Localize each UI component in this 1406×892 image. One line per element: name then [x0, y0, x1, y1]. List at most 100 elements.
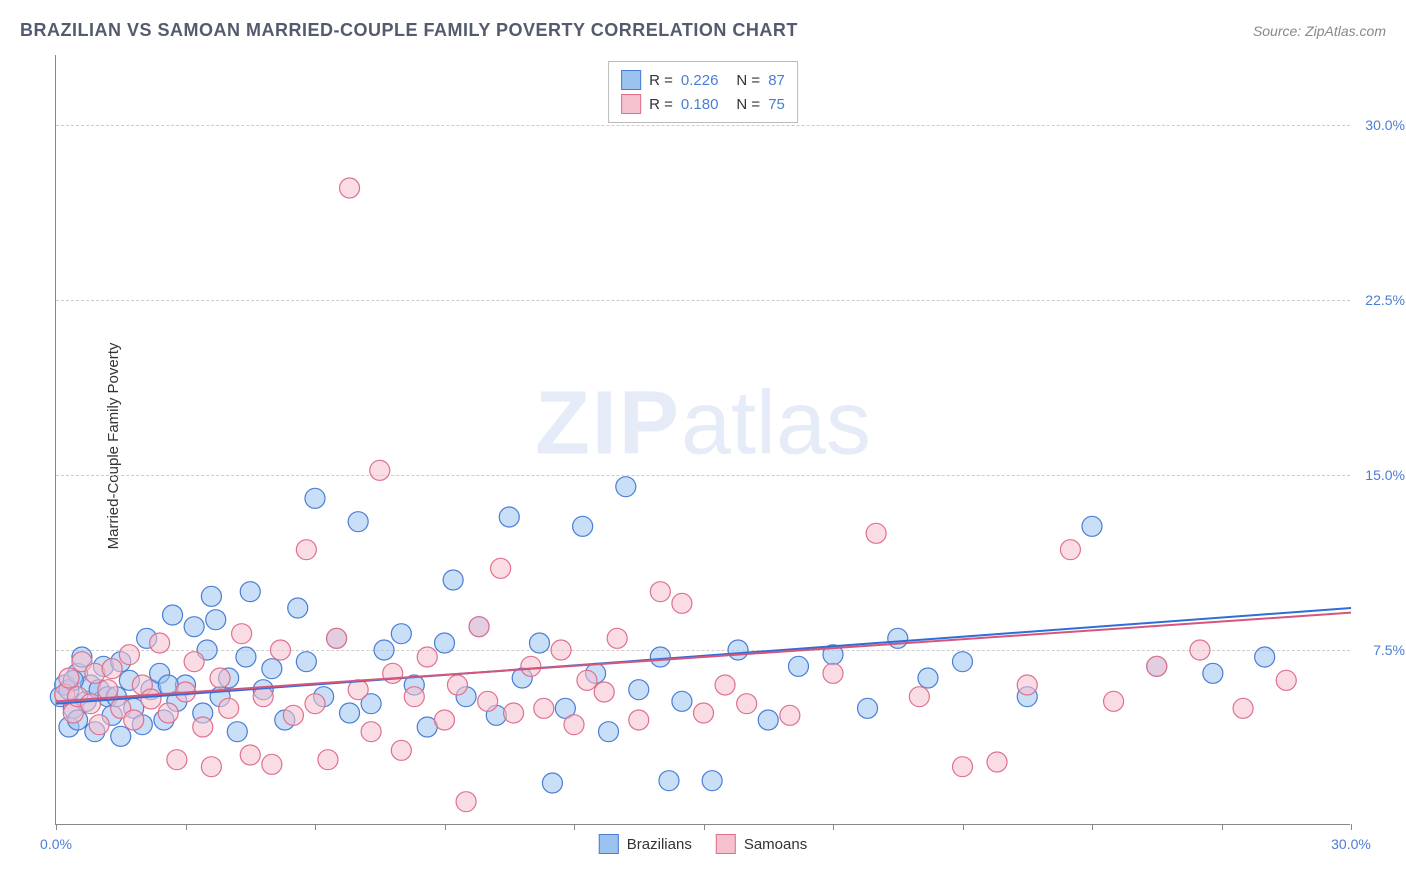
data-point	[340, 178, 360, 198]
r-value: 0.226	[681, 72, 719, 89]
data-point	[201, 586, 221, 606]
data-point	[551, 640, 571, 660]
data-point	[491, 558, 511, 578]
data-point	[1203, 663, 1223, 683]
data-point	[702, 771, 722, 791]
data-point	[201, 757, 221, 777]
data-point	[534, 698, 554, 718]
data-point	[918, 668, 938, 688]
data-point	[89, 715, 109, 735]
n-value: 75	[768, 96, 785, 113]
data-point	[124, 710, 144, 730]
data-point	[361, 722, 381, 742]
legend-label: Samoans	[744, 836, 807, 853]
data-point	[296, 540, 316, 560]
legend-row-brazilians: R = 0.226 N = 87	[621, 68, 785, 92]
data-point	[383, 663, 403, 683]
data-point	[283, 705, 303, 725]
data-point	[81, 694, 101, 714]
x-tick	[1222, 824, 1223, 830]
data-point	[1017, 675, 1037, 695]
x-tick	[445, 824, 446, 830]
x-tick	[315, 824, 316, 830]
swatch-icon	[599, 834, 619, 854]
chart-title: BRAZILIAN VS SAMOAN MARRIED-COUPLE FAMIL…	[20, 20, 798, 41]
data-point	[564, 715, 584, 735]
data-point	[288, 598, 308, 618]
data-point	[504, 703, 524, 723]
data-point	[184, 652, 204, 672]
data-point	[262, 659, 282, 679]
data-point	[270, 640, 290, 660]
data-point	[599, 722, 619, 742]
data-point	[529, 633, 549, 653]
data-point	[823, 663, 843, 683]
data-point	[206, 610, 226, 630]
y-tick-label: 22.5%	[1365, 292, 1405, 308]
data-point	[521, 656, 541, 676]
data-point	[227, 722, 247, 742]
y-tick-label: 7.5%	[1373, 642, 1405, 658]
data-point	[616, 477, 636, 497]
legend-item-samoans: Samoans	[716, 834, 807, 854]
data-point	[305, 694, 325, 714]
data-point	[417, 647, 437, 667]
data-point	[111, 726, 131, 746]
y-tick-label: 15.0%	[1365, 467, 1405, 483]
data-point	[672, 691, 692, 711]
data-point	[404, 687, 424, 707]
data-point	[542, 773, 562, 793]
data-point	[715, 675, 735, 695]
data-point	[953, 652, 973, 672]
data-point	[119, 645, 139, 665]
legend-row-samoans: R = 0.180 N = 75	[621, 92, 785, 116]
data-point	[1104, 691, 1124, 711]
data-point	[478, 691, 498, 711]
data-point	[728, 640, 748, 660]
data-point	[629, 710, 649, 730]
x-tick	[704, 824, 705, 830]
data-point	[391, 624, 411, 644]
x-tick	[574, 824, 575, 830]
data-point	[672, 593, 692, 613]
chart-source: Source: ZipAtlas.com	[1253, 23, 1386, 39]
r-value: 0.180	[681, 96, 719, 113]
x-tick	[186, 824, 187, 830]
x-tick-label: 30.0%	[1331, 836, 1371, 852]
data-point	[327, 628, 347, 648]
data-point	[340, 703, 360, 723]
data-point	[650, 582, 670, 602]
data-point	[443, 570, 463, 590]
data-point	[447, 675, 467, 695]
data-point	[219, 698, 239, 718]
chart-plot-area: ZIPatlas R = 0.226 N = 87 R = 0.180 N = …	[55, 55, 1350, 825]
data-point	[1060, 540, 1080, 560]
data-point	[141, 689, 161, 709]
x-tick	[963, 824, 964, 830]
x-tick	[833, 824, 834, 830]
data-point	[888, 628, 908, 648]
data-point	[240, 582, 260, 602]
x-tick	[1351, 824, 1352, 830]
data-point	[953, 757, 973, 777]
data-point	[788, 656, 808, 676]
data-point	[1147, 656, 1167, 676]
data-point	[232, 624, 252, 644]
data-point	[1233, 698, 1253, 718]
data-point	[866, 523, 886, 543]
data-point	[348, 512, 368, 532]
data-point	[318, 750, 338, 770]
x-tick-label: 0.0%	[40, 836, 72, 852]
data-point	[456, 792, 476, 812]
data-point	[102, 659, 122, 679]
data-point	[184, 617, 204, 637]
data-point	[296, 652, 316, 672]
data-point	[374, 640, 394, 660]
data-point	[158, 703, 178, 723]
scatter-plot-svg	[56, 55, 1350, 824]
data-point	[780, 705, 800, 725]
data-point	[435, 710, 455, 730]
legend-item-brazilians: Brazilians	[599, 834, 692, 854]
data-point	[758, 710, 778, 730]
data-point	[193, 717, 213, 737]
